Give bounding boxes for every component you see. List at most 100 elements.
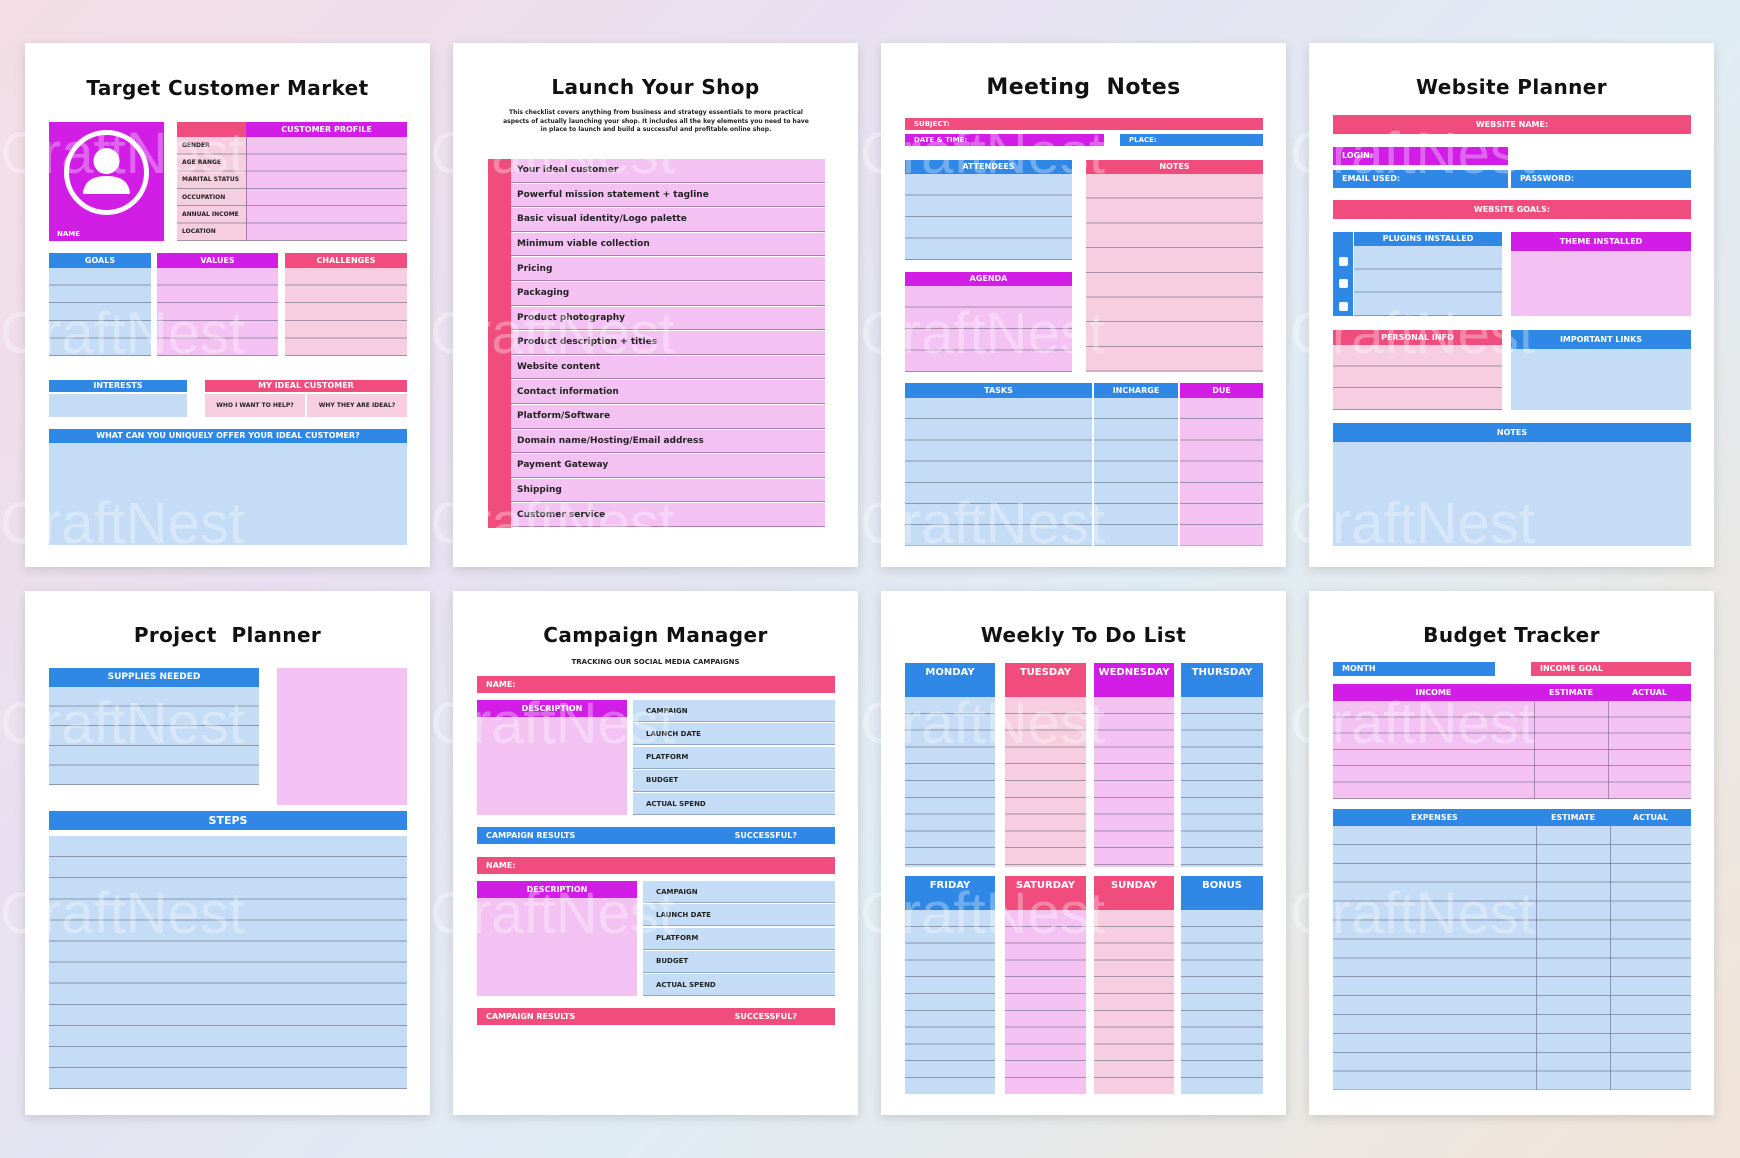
campaign-name-field[interactable]: NAME: xyxy=(477,857,835,874)
checkbox-marker[interactable] xyxy=(488,478,511,504)
avatar-box: NAME xyxy=(49,122,164,241)
checklist-item-label: Packaging xyxy=(511,282,825,306)
page-website-planner: Website Planner WEBSITE NAME: LOGIN: EMA… xyxy=(1309,43,1714,567)
checklist-item[interactable]: Website content xyxy=(488,355,825,381)
day-rows[interactable] xyxy=(1181,697,1263,867)
income-rows xyxy=(1333,701,1691,799)
checkbox[interactable] xyxy=(1339,279,1348,288)
offer-header: WHAT CAN YOU UNIQUELY OFFER YOUR IDEAL C… xyxy=(49,429,407,443)
website-goals-field[interactable]: WEBSITE GOALS: xyxy=(1333,200,1691,219)
day-header: WEDNESDAY xyxy=(1094,663,1174,697)
day-rows[interactable] xyxy=(1181,910,1263,1094)
description-box[interactable] xyxy=(477,898,637,996)
profile-field-location: LOCATION xyxy=(182,228,216,235)
description-box[interactable] xyxy=(477,717,627,815)
campaign-field-label[interactable]: BUDGET xyxy=(643,950,835,973)
checklist-item[interactable]: Your ideal customer xyxy=(488,159,825,184)
campaign-field-label[interactable]: PLATFORM xyxy=(633,746,835,769)
day-header: THURSDAY xyxy=(1181,663,1263,697)
checklist-item[interactable]: Pricing xyxy=(488,257,825,282)
day-header: SATURDAY xyxy=(1005,876,1086,910)
checklist-item[interactable]: Domain name/Hosting/Email address xyxy=(488,429,825,455)
checklist-item[interactable]: Payment Gateway xyxy=(488,454,825,479)
subject-field[interactable]: SUBJECT: xyxy=(905,118,1263,130)
checkbox-marker[interactable] xyxy=(488,380,511,405)
checklist-item-label: Website content xyxy=(511,355,825,380)
checklist-item[interactable]: Platform/Software xyxy=(488,405,825,430)
income-header: INCOME xyxy=(1333,684,1534,701)
password-field[interactable]: PASSWORD: xyxy=(1511,170,1691,188)
goals-header: GOALS xyxy=(49,253,151,268)
email-used-field[interactable]: EMAIL USED: xyxy=(1333,170,1508,188)
tasks-header: TASKS xyxy=(905,383,1092,398)
agenda-box xyxy=(905,286,1072,372)
checkbox[interactable] xyxy=(1339,257,1348,266)
profile-field-occupation: OCCUPATION xyxy=(182,194,226,201)
campaign-field-label[interactable]: LAUNCH DATE xyxy=(633,723,835,746)
notes-header: NOTES xyxy=(1333,423,1691,442)
checklist-item[interactable]: Minimum viable collection xyxy=(488,232,825,258)
campaign-results-label: CAMPAIGN RESULTS xyxy=(486,1011,576,1021)
checklist-item-label: Payment Gateway xyxy=(511,454,825,478)
campaign-field-label[interactable]: CAMPAIGN xyxy=(643,881,835,903)
page-title: Budget Tracker xyxy=(1423,623,1600,647)
checklist-item[interactable]: Basic visual identity/Logo palette xyxy=(488,208,825,233)
checklist-item[interactable]: Product photography xyxy=(488,306,825,332)
page-title: Launch Your Shop xyxy=(551,75,760,99)
checklist-item-label: Customer service xyxy=(511,503,825,527)
checklist-item-label: Contact information xyxy=(511,380,825,404)
checkbox-marker[interactable] xyxy=(488,257,511,282)
page-title: Project Planner xyxy=(133,623,322,647)
checkbox-marker[interactable] xyxy=(488,159,511,184)
login-field[interactable]: LOGIN: xyxy=(1333,147,1508,165)
challenges-box xyxy=(285,268,407,356)
important-links-header: IMPORTANT LINKS xyxy=(1511,330,1691,349)
campaign-name-field[interactable]: NAME: xyxy=(477,676,835,693)
page-launch-your-shop: Launch Your Shop This checklist covers a… xyxy=(453,43,858,567)
day-rows[interactable] xyxy=(905,910,995,1094)
date-time-field[interactable]: DATE & TIME: xyxy=(905,134,1104,146)
important-links-box xyxy=(1511,349,1691,410)
day-rows[interactable] xyxy=(1094,910,1174,1094)
checkbox-marker[interactable] xyxy=(488,503,511,528)
checklist-item[interactable]: Product description + titles xyxy=(488,331,825,356)
checkbox[interactable] xyxy=(1339,302,1348,311)
campaign-field-label[interactable]: BUDGET xyxy=(633,769,835,792)
page-project-planner: Project Planner SUPPLIES NEEDED STEPS xyxy=(25,591,430,1115)
checkbox-marker[interactable] xyxy=(488,208,511,233)
day-rows[interactable] xyxy=(1094,697,1174,867)
checkbox-marker[interactable] xyxy=(488,183,511,209)
website-name-field[interactable]: WEBSITE NAME: xyxy=(1333,115,1691,134)
page-title: Campaign Manager xyxy=(543,623,768,647)
checkbox-marker[interactable] xyxy=(488,282,511,307)
day-rows[interactable] xyxy=(1005,910,1086,1094)
checkbox-marker[interactable] xyxy=(488,429,511,455)
checklist-item[interactable]: Customer service xyxy=(488,503,825,528)
place-field[interactable]: PLACE: xyxy=(1120,134,1263,146)
month-field[interactable]: MONTH xyxy=(1333,662,1495,676)
checkbox-marker[interactable] xyxy=(488,306,511,332)
campaign-field-label[interactable]: LAUNCH DATE xyxy=(643,904,835,927)
campaign-field-label[interactable]: ACTUAL SPEND xyxy=(633,793,835,816)
expenses-estimate-header: ESTIMATE xyxy=(1536,809,1610,826)
day-rows[interactable] xyxy=(905,697,995,867)
checkbox-marker[interactable] xyxy=(488,454,511,479)
theme-header: THEME INSTALLED xyxy=(1511,232,1691,251)
checklist-item[interactable]: Powerful mission statement + tagline xyxy=(488,183,825,209)
income-goal-field[interactable]: INCOME GOAL xyxy=(1531,662,1691,676)
checkbox-marker[interactable] xyxy=(488,232,511,258)
checkbox-marker[interactable] xyxy=(488,355,511,381)
checklist-item[interactable]: Shipping xyxy=(488,478,825,504)
checklist-item[interactable]: Packaging xyxy=(488,282,825,307)
day-rows[interactable] xyxy=(1005,697,1086,867)
checkbox-marker[interactable] xyxy=(488,331,511,356)
checkbox-marker[interactable] xyxy=(488,405,511,430)
campaign-field-label[interactable]: CAMPAIGN xyxy=(633,700,835,722)
campaign-field-label[interactable]: ACTUAL SPEND xyxy=(643,974,835,997)
checklist-item[interactable]: Contact information xyxy=(488,380,825,405)
day-header: SUNDAY xyxy=(1094,876,1174,910)
profile-field-income: ANNUAL INCOME xyxy=(182,211,239,218)
campaign-results-bar: CAMPAIGN RESULTS SUCCESSFUL? xyxy=(477,1008,835,1025)
page-meeting-notes: Meeting Notes SUBJECT: DATE & TIME: PLAC… xyxy=(881,43,1286,567)
campaign-field-label[interactable]: PLATFORM xyxy=(643,927,835,950)
